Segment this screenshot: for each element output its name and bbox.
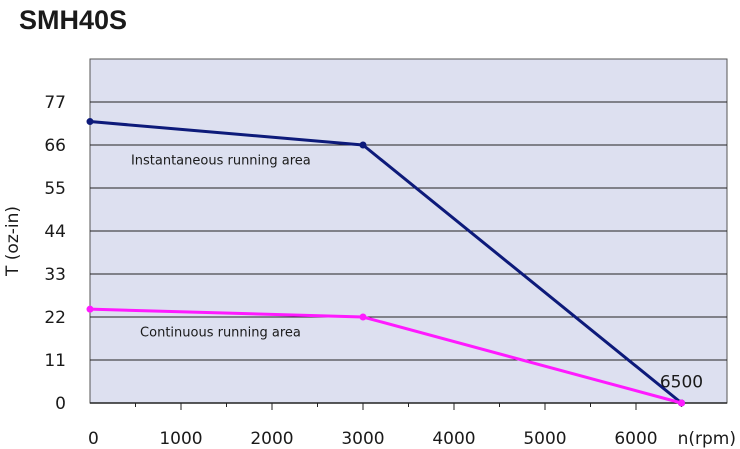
annotations: Instantaneous running area Continuous run… (131, 154, 703, 393)
continuous-area-label: Continuous running area (140, 326, 301, 341)
data-point-continuous-2 (678, 399, 685, 407)
series-group (86, 118, 685, 407)
data-point-instantaneous-0 (86, 118, 94, 126)
x-tick-label-0: 0 (88, 429, 99, 449)
y-tick-label-33: 33 (44, 265, 66, 285)
y-axis-ticks: 0 11 22 33 44 55 66 77 (44, 93, 66, 414)
x-tick-label-4000: 4000 (432, 429, 475, 449)
x-tick-label-5000: 5000 (523, 429, 566, 449)
x-tick-label-6000: 6000 (614, 429, 657, 449)
x-axis-label: n(rpm) (678, 429, 736, 449)
y-tick-label-11: 11 (44, 351, 66, 371)
data-point-instantaneous-1 (359, 141, 367, 149)
y-axis-label: T (oz-in) (3, 206, 23, 277)
y-tick-label-77: 77 (44, 93, 66, 113)
x-tick-label-2000: 2000 (250, 429, 293, 449)
y-tick-label-55: 55 (44, 179, 66, 199)
y-tick-label-22: 22 (44, 308, 66, 328)
max-speed-label: 6500 (660, 372, 703, 392)
instantaneous-area-label: Instantaneous running area (131, 154, 311, 169)
x-tick-label-1000: 1000 (159, 429, 202, 449)
x-tick-label-3000: 3000 (341, 429, 384, 449)
x-axis-ticks: 0 1000 2000 3000 4000 5000 6000 (88, 403, 682, 449)
y-tick-label-66: 66 (44, 136, 66, 156)
data-point-continuous-0 (86, 305, 94, 313)
data-point-continuous-1 (359, 313, 367, 321)
y-tick-label-0: 0 (55, 394, 66, 414)
chart-title: SMH40S (19, 5, 127, 35)
y-tick-label-44: 44 (44, 222, 66, 242)
